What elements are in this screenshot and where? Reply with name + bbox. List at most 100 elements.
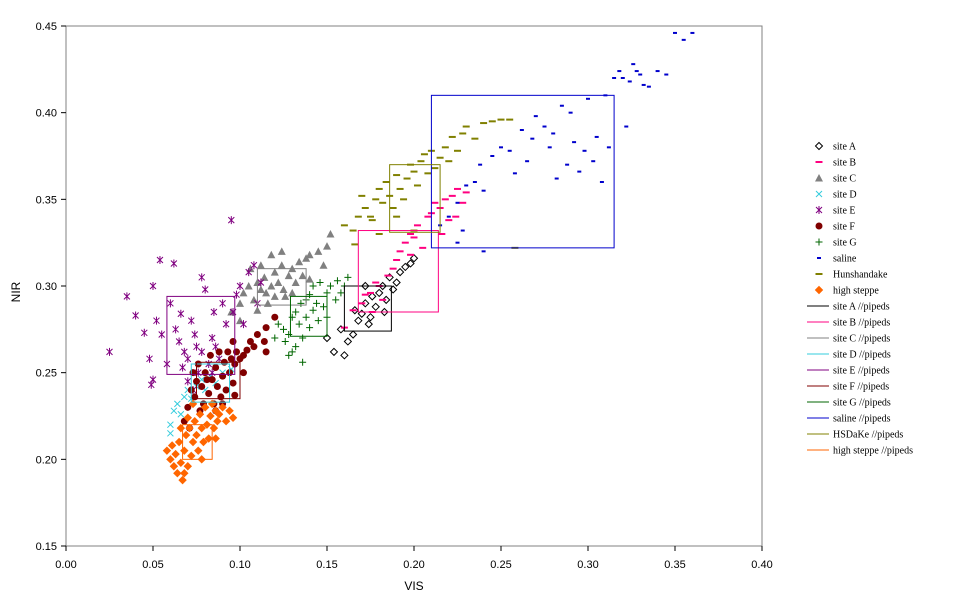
data-point <box>212 363 220 371</box>
data-point <box>309 306 317 314</box>
x-axis-ticks: 0.00 0.05 0.10 0.15 0.20 0.25 0.30 0.35 0.40 <box>55 546 773 571</box>
data-point <box>219 299 226 308</box>
y-tick-label: 0.35 <box>36 194 57 206</box>
data-point <box>271 313 279 321</box>
data-point <box>162 446 172 455</box>
data-point <box>198 383 206 391</box>
data-point <box>274 278 283 287</box>
legend-entry: site G <box>815 238 857 249</box>
legend-label: site G //pipeds <box>833 398 891 409</box>
data-point <box>228 413 238 422</box>
data-point <box>204 434 213 443</box>
data-point <box>192 430 201 440</box>
legend-label: high steppe //pipeds <box>833 446 913 457</box>
data-point <box>215 348 223 356</box>
data-point <box>340 351 349 360</box>
data-point <box>297 299 305 307</box>
legend-label: Hunshandake <box>833 270 888 281</box>
legend-label: site G <box>833 238 857 249</box>
data-point <box>175 337 183 346</box>
data-point <box>257 278 265 287</box>
data-point <box>323 289 331 297</box>
data-point <box>169 462 179 471</box>
data-point <box>285 351 293 359</box>
parallelepiped-box <box>182 424 213 460</box>
data-point <box>285 331 293 339</box>
data-point <box>206 351 214 359</box>
data-point <box>260 337 268 345</box>
data-point <box>203 376 211 384</box>
data-point <box>229 379 237 387</box>
data-point <box>167 299 174 308</box>
data-point <box>194 446 203 455</box>
data-point <box>236 299 244 307</box>
data-point <box>292 343 300 351</box>
y-tick-label: 0.40 <box>36 108 57 120</box>
data-point <box>215 354 223 363</box>
data-point <box>392 278 401 287</box>
data-point <box>348 330 358 339</box>
data-point <box>180 393 188 401</box>
data-point <box>123 292 131 301</box>
x-tick-label: 0.15 <box>316 559 337 571</box>
data-point <box>183 462 193 471</box>
data-point <box>250 343 258 351</box>
series-high-steppe <box>162 399 238 485</box>
data-point <box>395 267 405 277</box>
legend-marker <box>815 222 823 230</box>
data-point <box>184 354 192 363</box>
data-point <box>295 257 304 266</box>
data-point <box>222 320 230 329</box>
data-point <box>364 319 373 329</box>
data-point <box>178 475 187 485</box>
data-point <box>180 347 188 356</box>
data-point <box>280 325 287 333</box>
data-point <box>299 334 307 342</box>
data-point <box>332 296 340 304</box>
legend-label: site C //pipeds <box>833 334 890 345</box>
data-point <box>166 455 175 464</box>
y-tick-label: 0.15 <box>36 541 57 553</box>
data-point <box>198 273 206 282</box>
data-point <box>231 391 239 399</box>
data-point <box>323 242 331 250</box>
data-point <box>246 337 254 345</box>
data-point <box>305 275 314 283</box>
data-point <box>366 312 375 322</box>
legend-entry: HSDaKe //pipeds <box>807 430 903 441</box>
data-point <box>210 308 218 316</box>
data-point <box>320 303 328 311</box>
data-point <box>205 389 213 397</box>
data-point <box>344 273 352 281</box>
y-tick-label: 0.30 <box>36 281 57 293</box>
legend-entry: site C //pipeds <box>807 334 890 345</box>
data-point <box>291 278 300 287</box>
parallelepiped-box <box>389 164 441 233</box>
legend-label: site B //pipeds <box>833 318 890 329</box>
parallelepiped-box <box>430 94 615 249</box>
data-point <box>224 348 232 356</box>
data-point <box>314 247 323 255</box>
data-point <box>333 277 341 285</box>
data-point <box>206 411 215 421</box>
data-point <box>288 348 296 356</box>
data-point <box>197 423 206 433</box>
y-tick-label: 0.20 <box>36 454 57 466</box>
legend-label: site C <box>833 174 856 185</box>
data-point <box>281 337 289 345</box>
data-point <box>227 355 235 363</box>
data-point <box>188 437 198 447</box>
legend-entry: site B //pipeds <box>807 318 890 329</box>
data-point <box>267 282 276 290</box>
legend-marker <box>815 190 823 198</box>
data-point <box>288 288 297 297</box>
data-point <box>187 316 195 325</box>
data-point <box>316 279 324 287</box>
data-point <box>140 328 148 337</box>
data-point <box>193 342 200 351</box>
data-point <box>181 430 191 440</box>
legend-entry: site A //pipeds <box>807 302 890 313</box>
data-point <box>309 282 317 290</box>
data-point <box>302 313 310 321</box>
data-point <box>244 282 253 290</box>
